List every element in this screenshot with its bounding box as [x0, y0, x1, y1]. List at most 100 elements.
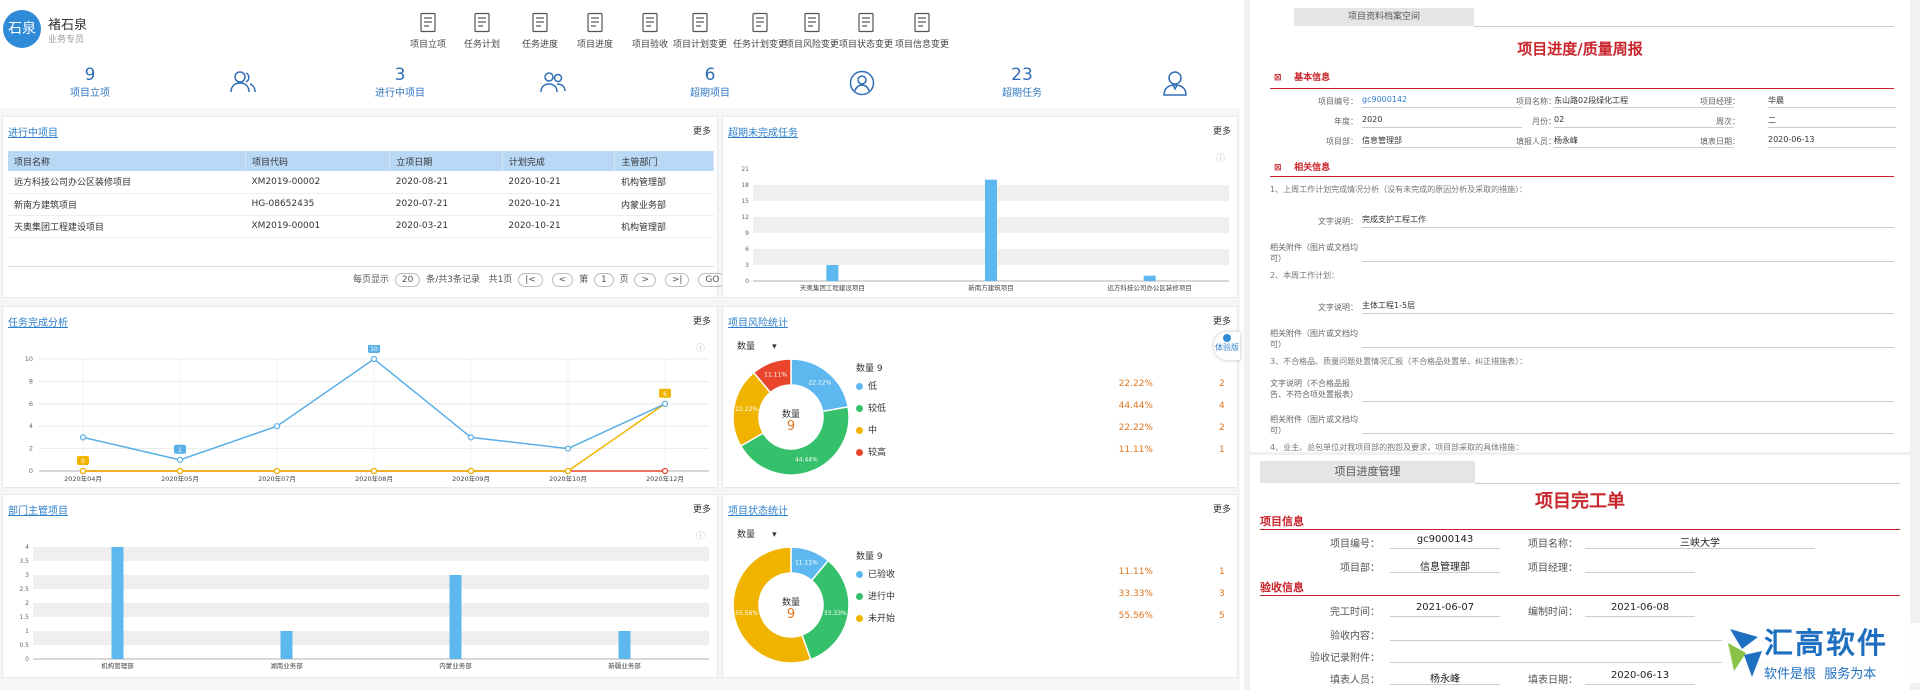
data-point — [79, 467, 87, 475]
column-header[interactable]: 计划完成 — [502, 151, 616, 171]
stat-projects[interactable]: 9 项目立项 — [70, 65, 110, 99]
data-point — [176, 456, 184, 463]
dept-projects-title[interactable]: 部门主管项目 — [8, 506, 68, 517]
q2-attachment-field[interactable] — [1362, 336, 1894, 348]
content-field[interactable] — [1390, 626, 1780, 641]
field-value[interactable]: 信息管理部 — [1362, 135, 1522, 148]
page-input[interactable]: 1 — [593, 272, 614, 287]
column-header[interactable]: 主管部门 — [614, 151, 714, 171]
stat-overdue-tasks[interactable]: 23 超期任务 — [1002, 65, 1042, 99]
quick-menu-project-progress[interactable]: 项目进度 — [567, 12, 623, 50]
legend-item[interactable]: 进行中 — [856, 589, 895, 602]
task-analysis-title[interactable]: 任务完成分析 — [8, 318, 68, 329]
dept-field[interactable]: 信息管理部 — [1390, 558, 1500, 573]
field-value[interactable]: 02 — [1554, 115, 1734, 128]
y-tick-label: 10 — [25, 355, 33, 363]
legend-item[interactable]: 较高 — [856, 445, 886, 458]
more-link[interactable]: 更多 — [1212, 127, 1231, 137]
field-value[interactable]: 2020 — [1362, 115, 1522, 128]
manager-field[interactable] — [1585, 558, 1695, 573]
q2-text-field[interactable]: 主体工程1-5层 — [1362, 300, 1894, 314]
prev-page-button[interactable]: < — [551, 272, 574, 287]
info-icon[interactable]: ⓘ — [1215, 154, 1225, 164]
quick-menu-task-plan[interactable]: 任务计划 — [454, 12, 510, 50]
quick-menu-project-approval[interactable]: 项目立项 — [400, 12, 456, 50]
filler-field[interactable]: 杨永峰 — [1390, 670, 1500, 685]
q3-attachment-field[interactable] — [1362, 422, 1894, 434]
trial-float-button[interactable]: 体验版 — [1214, 332, 1240, 360]
field-value[interactable]: 2020-06-13 — [1768, 135, 1896, 148]
last-page-button[interactable]: >| — [664, 272, 690, 287]
column-header[interactable]: 立项日期 — [389, 151, 503, 171]
legend-item[interactable]: 中 — [856, 423, 877, 436]
document-icon — [692, 12, 708, 33]
quick-menu-task-plan-change[interactable]: 任务计划变更 — [732, 12, 788, 50]
legend-item[interactable]: 已验收 — [856, 567, 895, 580]
field-value[interactable]: gc9000142 — [1362, 95, 1522, 108]
first-page-button[interactable]: |< — [518, 272, 543, 287]
slice-label: 11.11% — [795, 560, 818, 567]
field-value[interactable]: 杨永峰 — [1554, 135, 1734, 148]
slice-label: 22.22% — [735, 406, 758, 413]
quick-menu-risk-change[interactable]: 项目风险变更 — [784, 12, 840, 50]
field-label: 项目经理： — [1700, 97, 1740, 106]
legend-item[interactable]: 低 — [856, 379, 877, 392]
page-size-select[interactable]: 20 — [394, 272, 421, 287]
made-time-field[interactable]: 2021-06-08 — [1585, 602, 1695, 617]
stat-overdue-projects[interactable]: 6 超期项目 — [690, 65, 730, 99]
archive-tab[interactable]: 项目资料档案空间 — [1294, 8, 1474, 26]
quick-menu-project-acceptance[interactable]: 项目验收 — [622, 12, 678, 50]
info-icon[interactable]: ⓘ — [695, 532, 705, 542]
info-icon[interactable]: ⓘ — [695, 344, 705, 354]
metric-select[interactable]: 数量 ▾ — [737, 342, 777, 352]
field-value[interactable]: 华晨 — [1768, 95, 1896, 108]
column-header[interactable]: 项目名称 — [8, 151, 247, 171]
user-role: 业务专员 — [48, 35, 85, 45]
y-tick-label: 12 — [741, 214, 749, 221]
document-icon — [642, 12, 658, 33]
table-row[interactable]: 远方科技公司办公区装修项目 XM2019-00002 2020-08-21 2020-… — [8, 171, 714, 194]
quick-menu-plan-change[interactable]: 项目计划变更 — [672, 12, 728, 50]
donut-center-label: 数量 — [781, 598, 800, 608]
fill-date-field[interactable]: 2020-06-13 — [1585, 670, 1695, 685]
legend-item[interactable]: 未开始 — [856, 611, 895, 624]
more-link[interactable]: 更多 — [1212, 505, 1231, 515]
field-value[interactable]: 二 — [1768, 115, 1896, 128]
column-header[interactable]: 项目代码 — [245, 151, 391, 171]
table-row[interactable]: 新南方建筑项目 HG-08652435 2020-07-21 2020-10-21 内蒙… — [8, 193, 714, 216]
x-tick-label: 新南方建筑项目 — [968, 283, 1014, 292]
progress-tab[interactable]: 项目进度管理 — [1260, 461, 1475, 483]
grid-band — [33, 547, 709, 561]
more-link[interactable]: 更多 — [692, 505, 711, 515]
q1-text-field[interactable]: 完成支护工程工作 — [1362, 214, 1894, 228]
more-link[interactable]: 更多 — [1212, 317, 1231, 327]
y-tick-label: 9 — [745, 230, 749, 237]
more-link[interactable]: 更多 — [692, 317, 711, 327]
avatar[interactable]: 石泉 — [3, 10, 41, 48]
q1-attachment-field[interactable] — [1362, 250, 1894, 262]
field-value[interactable]: 东山路02段绿化工程 — [1554, 95, 1734, 108]
table-row[interactable]: 天奥集团工程建设项目 XM2019-00001 2020-03-21 2020-10-… — [8, 215, 714, 238]
record-attachment-field[interactable] — [1390, 648, 1780, 663]
metric-select[interactable]: 数量 ▾ — [737, 530, 777, 540]
stat-ongoing[interactable]: 3 进行中项目 — [375, 65, 425, 99]
ongoing-projects-title[interactable]: 进行中项目 — [8, 128, 58, 139]
risk-title[interactable]: 项目风险统计 — [728, 318, 788, 329]
more-link[interactable]: 更多 — [692, 127, 711, 137]
quick-menu-task-progress[interactable]: 任务进度 — [512, 12, 568, 50]
done-time-field[interactable]: 2021-06-07 — [1390, 602, 1500, 617]
legend-count: 3 — [1219, 589, 1225, 599]
group-icon — [540, 70, 566, 97]
next-page-button[interactable]: > — [634, 272, 656, 287]
donut-center-label: 数量 — [781, 410, 800, 420]
quick-menu-info-change[interactable]: 项目信息变更 — [894, 12, 950, 50]
name-field[interactable]: 三峡大学 — [1585, 534, 1815, 549]
field-label: 项目名称： — [1516, 97, 1556, 106]
quick-menu-status-change[interactable]: 项目状态变更 — [838, 12, 894, 50]
code-field[interactable]: gc9000143 — [1390, 534, 1500, 549]
completion-title: 项目完工单 — [1535, 491, 1625, 512]
overdue-tasks-title[interactable]: 超期未完成任务 — [728, 128, 798, 139]
legend-item[interactable]: 较低 — [856, 401, 886, 414]
status-title[interactable]: 项目状态统计 — [728, 506, 788, 517]
q3-text-field[interactable] — [1362, 390, 1894, 402]
